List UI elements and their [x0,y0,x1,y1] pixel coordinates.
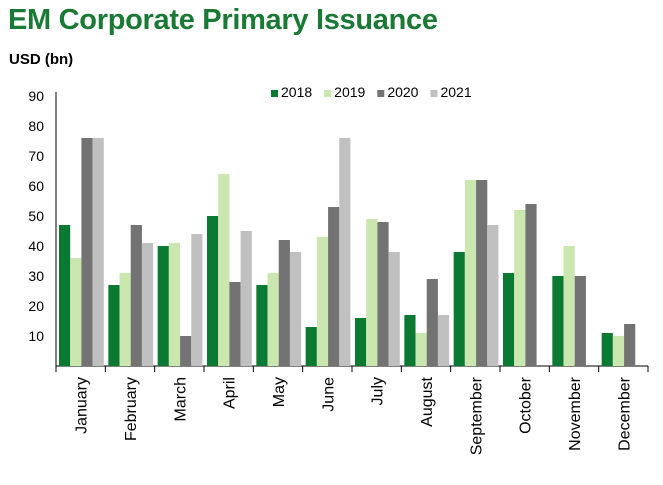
bar-2019-july [366,219,378,366]
legend-swatch-2021 [430,90,438,97]
bar-2019-april [218,174,230,366]
bar-2018-october [503,273,515,366]
y-tick-label: 90 [28,88,44,104]
x-category-label: August [419,376,436,426]
x-category-label: July [370,377,387,405]
bar-2019-september [464,180,477,366]
bar-2019-december [612,336,625,366]
bar-2020-march [180,336,192,366]
legend-label-2020: 2020 [387,84,418,100]
y-tick-label: 50 [28,208,44,224]
bar-2021-january [92,138,104,366]
bar-2021-april [240,231,252,366]
bar-2020-october [525,204,537,366]
bar-2021-august [437,315,450,366]
y-tick-label: 20 [28,298,44,314]
bar-2019-march [168,243,181,366]
bar-2019-august [415,333,427,366]
bar-2021-march [191,234,203,366]
bar-2018-april [207,216,219,366]
y-tick-label: 40 [28,238,44,254]
x-category-label: October [518,376,535,434]
x-category-label: November [567,376,584,450]
y-tick-label: 70 [28,148,44,164]
bar-2020-august [426,279,438,366]
x-category-label: January [74,377,91,434]
bar-2018-may [256,285,268,366]
bar-2021-may [289,252,302,366]
x-category-label: February [123,377,140,441]
bar-2021-july [388,252,400,366]
bar-2020-may [278,240,290,366]
legend-swatch-2018 [271,90,278,97]
bar-2020-april [229,282,241,366]
x-category-label: September [468,376,485,455]
y-tick-label: 60 [28,178,44,194]
chart-title: EM Corporate Primary Issuance [8,4,438,36]
y-tick-label: 10 [28,328,44,344]
legend-label-2019: 2019 [334,84,365,100]
y-tick-label: 80 [28,118,44,134]
bar-2018-march [157,246,169,366]
bar-2018-september [453,252,465,366]
bar-2018-august [404,315,416,366]
bar-2019-november [563,246,575,366]
bar-2020-january [81,138,93,366]
bar-2020-september [476,180,488,366]
bar-2018-december [601,333,613,366]
y-axis-unit-label: USD (bn) [9,51,74,68]
bar-2019-october [514,210,526,366]
bar-2018-november [552,276,564,366]
bar-2020-june [328,207,340,366]
bar-2020-november [574,276,586,366]
bar-2020-july [377,222,389,366]
bar-2021-june [339,138,351,366]
bar-2019-june [316,237,329,366]
bar-2019-february [119,273,131,366]
legend-swatch-2020 [377,90,385,97]
x-category-label: April [222,377,239,409]
legend-swatch-2019 [324,90,332,97]
bar-2018-february [108,285,120,366]
bar-2020-december [624,324,636,366]
y-tick-label: 30 [28,268,44,284]
bar-2019-may [267,273,279,366]
legend-label-2018: 2018 [281,84,312,100]
bar-2018-january [59,225,71,366]
bar-2019-january [70,258,82,366]
x-category-label: May [271,377,288,407]
legend-label-2021: 2021 [440,84,471,100]
bar-2018-july [355,318,367,366]
x-category-label: June [320,377,337,412]
bar-2021-february [141,243,154,366]
x-category-label: December [616,376,633,450]
x-category-label: March [172,377,189,421]
bar-2020-february [130,225,142,366]
bar-2018-june [305,327,317,366]
bar-2021-september [487,225,499,366]
